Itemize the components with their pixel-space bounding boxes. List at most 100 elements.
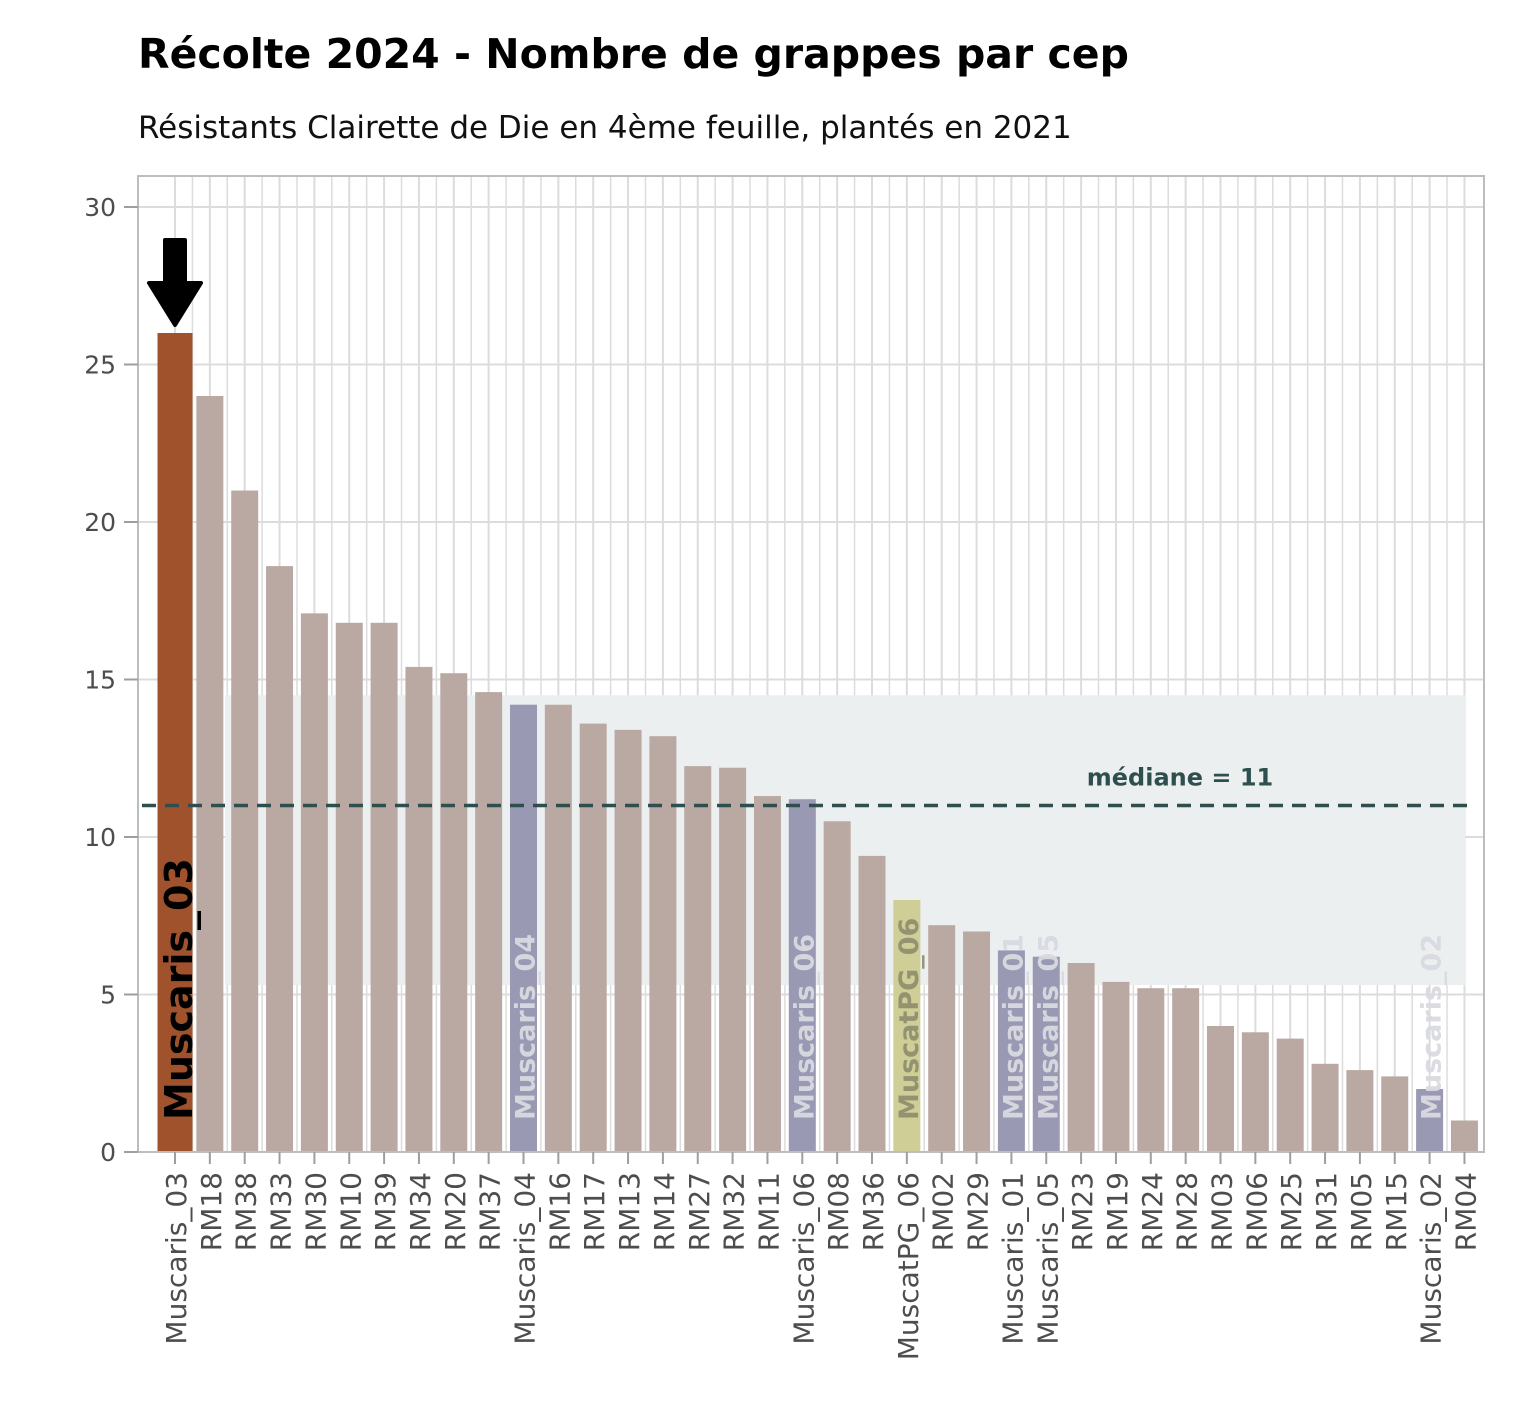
median-line-group: médiane = 11	[142, 764, 1470, 808]
bar-label-muscaris-03: Muscaris_03	[157, 858, 201, 1120]
bar-muscatpg-06	[893, 900, 921, 1152]
x-tick-label: RM39	[369, 1172, 402, 1251]
bar-labels: Muscaris_03 Muscaris_04 Muscaris_06 MuscatP…	[157, 858, 1448, 1120]
y-tick-label: 5	[100, 981, 116, 1010]
bar-label-muscaris-06: Muscaris_06	[789, 934, 820, 1120]
y-tick-label: 20	[84, 508, 116, 537]
bar-rm38	[231, 490, 259, 1152]
chart-title: Récolte 2024 - Nombre de grappes par cep	[138, 30, 1129, 78]
bar-rm37	[475, 692, 503, 1152]
x-tick-label: RM28	[1171, 1172, 1204, 1251]
bar-muscaris-05	[1032, 956, 1060, 1152]
y-tick-label: 15	[84, 666, 116, 695]
bar-muscaris-06	[788, 799, 816, 1152]
bar-rm15	[1381, 1076, 1409, 1152]
y-tick-label: 10	[84, 823, 116, 852]
bar-rm36	[858, 855, 886, 1152]
x-tick-label: RM32	[718, 1172, 751, 1251]
x-tick-label: Muscaris_02	[1415, 1172, 1448, 1345]
x-tick-label: RM14	[648, 1172, 681, 1251]
x-tick-label: RM19	[1101, 1172, 1134, 1251]
x-tick-label: Muscaris_05	[1031, 1172, 1064, 1345]
bar-rm16	[544, 704, 572, 1152]
bar-rm27	[684, 766, 712, 1152]
bar-rm11	[753, 796, 781, 1152]
bar-rm13	[614, 729, 642, 1152]
x-tick-label: RM06	[1240, 1172, 1273, 1251]
x-tick-label: RM03	[1206, 1172, 1239, 1251]
x-tick-label: Muscaris_06	[787, 1172, 820, 1345]
x-tick-label: Muscaris_03	[160, 1172, 193, 1345]
median-label: médiane = 11	[1087, 764, 1273, 792]
x-tick-label: RM29	[962, 1172, 995, 1251]
bar-rm05	[1346, 1070, 1374, 1152]
bar-rm06	[1241, 1032, 1269, 1152]
bar-rm29	[963, 931, 991, 1152]
bar-rm14	[649, 736, 677, 1152]
bar-label-muscaris-01: Muscaris_01	[998, 934, 1029, 1120]
x-tick-label: RM36	[857, 1172, 890, 1251]
x-tick-label: RM11	[752, 1172, 785, 1251]
bar-rm08	[823, 821, 851, 1152]
bar-rm19	[1102, 981, 1130, 1152]
bar-muscaris-02	[1416, 1089, 1444, 1152]
bar-rm04	[1450, 1120, 1478, 1152]
x-tick-label: RM10	[334, 1172, 367, 1251]
x-tick-label: RM31	[1310, 1172, 1343, 1251]
bar-rm02	[928, 925, 956, 1152]
bar-rm31	[1311, 1063, 1339, 1152]
x-tick-label: RM25	[1275, 1172, 1308, 1251]
bar-muscaris-04	[510, 704, 537, 1152]
y-tick-label: 25	[84, 351, 116, 380]
x-tick-label: RM30	[299, 1172, 332, 1251]
bar-rm17	[579, 723, 607, 1152]
bar-rm30	[300, 613, 328, 1152]
x-tick-label: RM16	[543, 1172, 576, 1251]
bar-rm20	[440, 673, 468, 1152]
bar-rm03	[1207, 1026, 1234, 1152]
panel-border	[137, 175, 1485, 1153]
x-tick-label: RM05	[1345, 1172, 1378, 1251]
bar-rm10	[335, 622, 363, 1152]
x-tick-label: RM24	[1136, 1172, 1169, 1251]
down-arrow-icon	[147, 238, 203, 327]
chart-subtitle: Résistants Clairette de Die en 4ème feui…	[138, 110, 1072, 146]
bar-rm23	[1067, 963, 1095, 1152]
x-tick-label: RM02	[927, 1172, 960, 1251]
x-tick-label: RM17	[578, 1172, 611, 1251]
bar-rm28	[1172, 988, 1200, 1152]
y-tick-label: 0	[100, 1138, 116, 1167]
bar-label-muscaris-04: Muscaris_04	[511, 934, 542, 1120]
x-tick-label: RM18	[195, 1172, 228, 1251]
bar-rm25	[1276, 1038, 1304, 1152]
x-tick-label: RM33	[265, 1172, 298, 1251]
bar-rm34	[405, 666, 433, 1152]
bar-rm32	[719, 767, 747, 1152]
bar-muscaris-03	[157, 333, 193, 1152]
bar-rm39	[370, 622, 398, 1152]
bar-muscaris-01	[997, 950, 1025, 1152]
bar-rm24	[1137, 988, 1165, 1152]
x-tick-label: RM37	[474, 1172, 507, 1251]
x-tick-label: RM15	[1380, 1172, 1413, 1251]
x-tick-label: RM04	[1449, 1172, 1482, 1251]
bars	[157, 333, 1478, 1152]
highlight-arrow	[147, 238, 203, 327]
x-tick-label: RM08	[822, 1172, 855, 1251]
y-tick-label: 30	[84, 193, 116, 222]
x-tick-label: MuscatPG_06	[892, 1172, 925, 1360]
x-tick-label: RM34	[404, 1172, 437, 1251]
bar-label-muscatpg-06: MuscatPG_06	[894, 918, 925, 1120]
x-tick-label: RM20	[439, 1172, 472, 1251]
bar-rm33	[266, 566, 294, 1152]
bar-label-muscaris-05: Muscaris_05	[1033, 934, 1064, 1120]
x-tick-label: Muscaris_04	[509, 1172, 542, 1345]
x-tick-label: Muscaris_01	[996, 1172, 1029, 1345]
x-tick-label: RM27	[683, 1172, 716, 1251]
bar-label-muscaris-02: Muscaris_02	[1417, 934, 1448, 1120]
x-tick-label: RM13	[613, 1172, 646, 1251]
x-tick-label: RM38	[230, 1172, 263, 1251]
x-tick-label: RM23	[1066, 1172, 1099, 1251]
